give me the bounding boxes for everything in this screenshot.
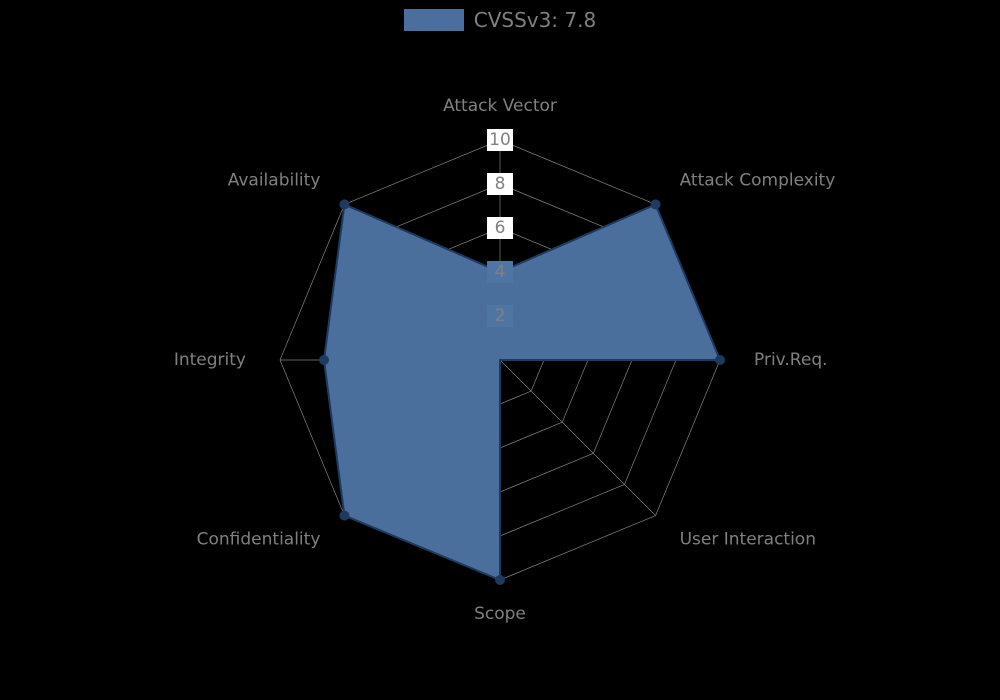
axis-label: Attack Complexity	[680, 170, 836, 190]
series-area	[324, 204, 720, 580]
axis-label: Scope	[474, 604, 526, 624]
axis-label: Availability	[228, 170, 321, 190]
series-marker	[339, 511, 349, 521]
series-marker	[339, 199, 349, 209]
series-marker	[319, 355, 329, 365]
radial-tick-label: 2	[495, 306, 506, 326]
axis-label: Confidentiality	[197, 530, 321, 550]
radial-tick-label: 4	[495, 262, 506, 282]
radial-tick-label: 6	[495, 218, 506, 238]
cvss-radar-chart: 2 4 6 8 10 Attack Vector Attack Complexity Priv…	[0, 0, 1000, 700]
series-marker	[495, 575, 505, 585]
axis-label: User Interaction	[680, 530, 816, 550]
axis-label: Priv.Req.	[754, 350, 828, 370]
radial-tick-label: 10	[489, 130, 511, 150]
axis-label: Integrity	[174, 350, 246, 370]
series-marker	[715, 355, 725, 365]
legend-swatch	[404, 9, 464, 31]
legend: CVSSv3: 7.8	[0, 8, 1000, 35]
axis-label: Attack Vector	[443, 96, 557, 116]
radial-tick-label: 8	[495, 174, 506, 194]
series-marker	[651, 199, 661, 209]
legend-label: CVSSv3: 7.8	[474, 8, 597, 32]
